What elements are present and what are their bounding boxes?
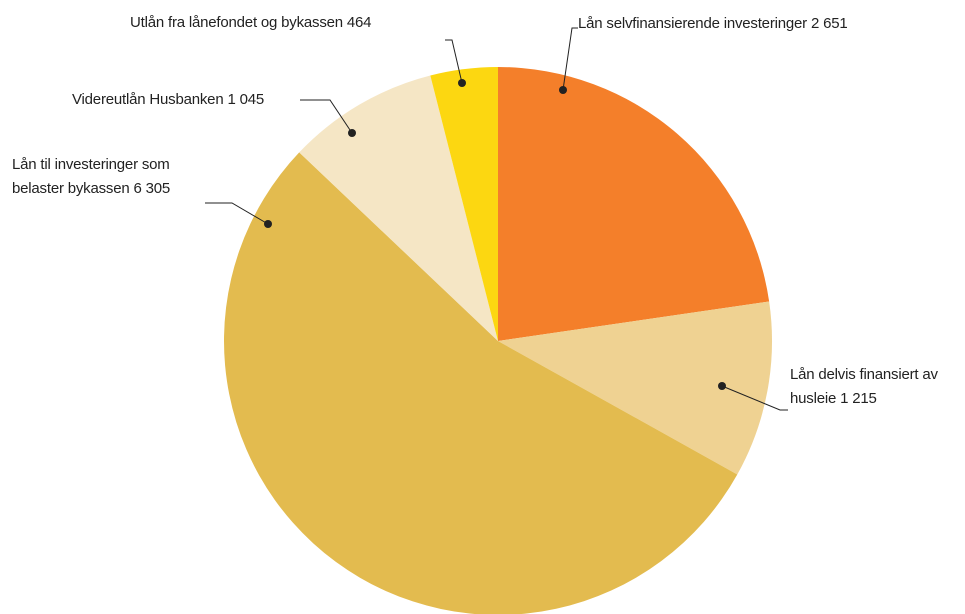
- slice-label: Lån selvfinansierende investeringer 2 65…: [578, 12, 848, 36]
- leader-dot: [458, 79, 466, 87]
- label-name: Lån delvis finansiert av husleie: [790, 366, 938, 407]
- pie-slice: [299, 75, 498, 342]
- slice-label: Utlån fra lånefondet og bykassen 464: [130, 11, 372, 35]
- leader-line: [205, 202, 269, 225]
- pie-slice: [498, 67, 770, 341]
- leader-dot: [718, 382, 726, 390]
- label-value: 1 045: [227, 91, 264, 108]
- label-name: Videreutlån Husbanken: [72, 91, 224, 108]
- label-value: 1 215: [840, 390, 877, 407]
- leader-dot: [264, 220, 272, 228]
- slice-label: Lån delvis finansiert av husleie 1 215: [790, 363, 962, 411]
- leader-dot: [348, 129, 356, 137]
- label-name: Utlån fra lånefondet og bykassen: [130, 14, 343, 31]
- leaders: [205, 27, 788, 411]
- label-name: Lån til investeringer som belaster bykas…: [12, 156, 170, 197]
- leader-dot: [559, 86, 567, 94]
- leader-line: [300, 99, 353, 134]
- label-name: Lån selvfinansierende investeringer: [578, 15, 807, 32]
- slice-label: Lån til investeringer som belaster bykas…: [12, 153, 212, 201]
- label-value: 2 651: [810, 15, 848, 32]
- slice-label: Videreutlån Husbanken 1 045: [72, 88, 264, 112]
- leader-line: [445, 39, 463, 84]
- pie-slice: [224, 152, 738, 614]
- label-value: 6 305: [133, 180, 171, 197]
- pie-slice: [430, 67, 498, 341]
- slices: [224, 67, 773, 614]
- leader-line: [721, 385, 788, 411]
- pie-slice: [498, 301, 773, 475]
- leader-line: [562, 27, 578, 91]
- label-value: 464: [346, 14, 372, 31]
